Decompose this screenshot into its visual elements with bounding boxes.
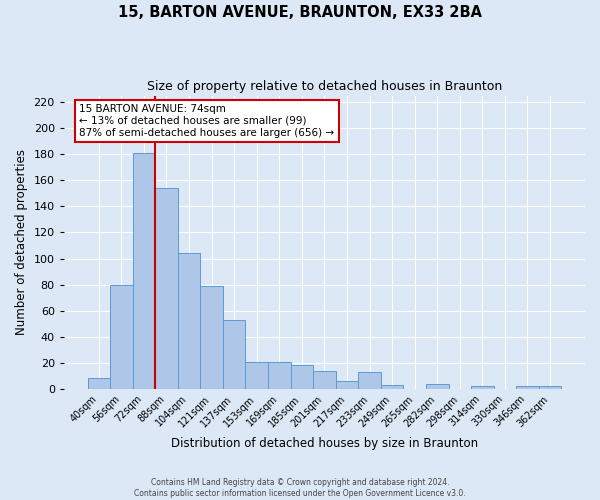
Bar — [155, 188, 178, 389]
X-axis label: Distribution of detached houses by size in Braunton: Distribution of detached houses by size … — [171, 437, 478, 450]
Bar — [223, 320, 245, 389]
Bar — [381, 385, 403, 389]
Bar — [358, 372, 381, 389]
Bar — [200, 286, 223, 389]
Bar — [516, 386, 539, 389]
Bar — [178, 254, 200, 389]
Bar — [245, 362, 268, 389]
Bar — [335, 381, 358, 389]
Bar — [110, 284, 133, 389]
Text: Contains HM Land Registry data © Crown copyright and database right 2024.
Contai: Contains HM Land Registry data © Crown c… — [134, 478, 466, 498]
Bar — [88, 378, 110, 389]
Bar — [539, 386, 562, 389]
Bar — [426, 384, 449, 389]
Bar — [133, 153, 155, 389]
Text: 15 BARTON AVENUE: 74sqm
← 13% of detached houses are smaller (99)
87% of semi-de: 15 BARTON AVENUE: 74sqm ← 13% of detache… — [79, 104, 335, 138]
Bar — [471, 386, 494, 389]
Title: Size of property relative to detached houses in Braunton: Size of property relative to detached ho… — [147, 80, 502, 93]
Bar — [313, 370, 335, 389]
Bar — [268, 362, 290, 389]
Bar — [290, 366, 313, 389]
Y-axis label: Number of detached properties: Number of detached properties — [15, 149, 28, 335]
Text: 15, BARTON AVENUE, BRAUNTON, EX33 2BA: 15, BARTON AVENUE, BRAUNTON, EX33 2BA — [118, 5, 482, 20]
